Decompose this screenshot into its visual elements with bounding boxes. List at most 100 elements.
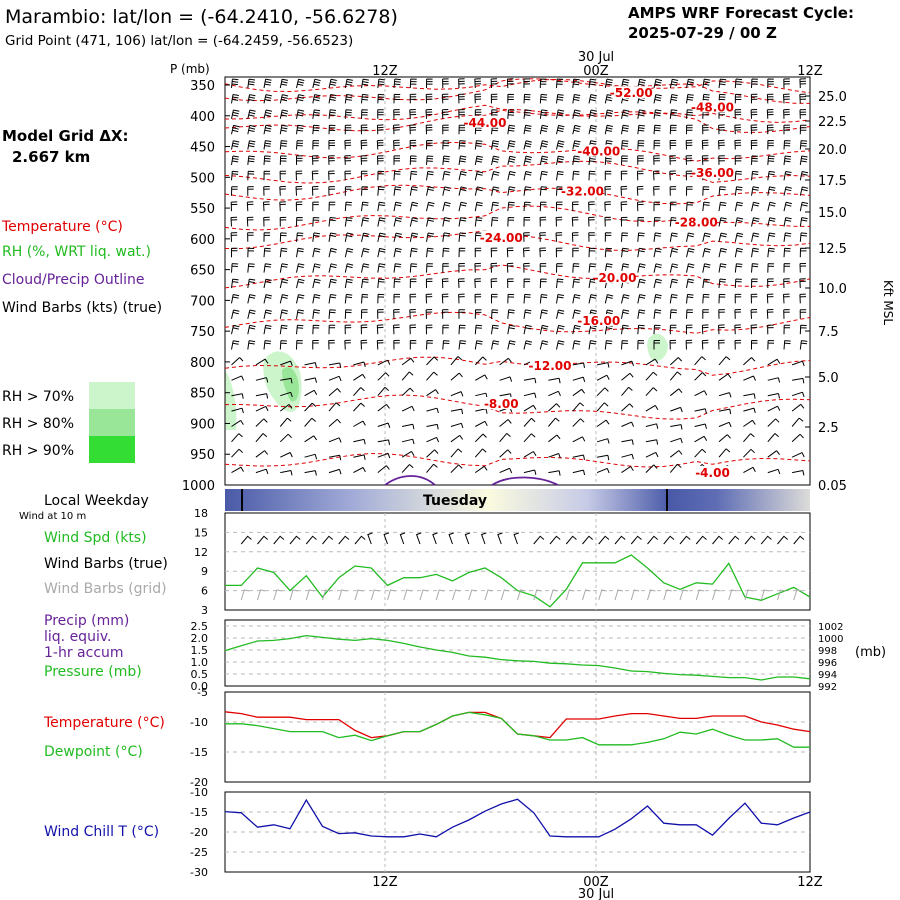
wind-barb [621, 232, 629, 242]
wind-barb [409, 232, 419, 242]
wind-barb [279, 124, 288, 135]
cycle-time: 2025-07-29 / 00 Z [628, 24, 777, 42]
contour-label-bg [530, 358, 570, 371]
wind-barb [556, 170, 564, 181]
panel-tick-label: -10 [190, 786, 208, 799]
wind-barb [767, 358, 781, 366]
wind-barb [523, 278, 531, 289]
wind-barb [409, 170, 418, 181]
wind-barb [702, 124, 709, 135]
wind-barb [458, 124, 466, 135]
wind-barb [247, 109, 256, 119]
wind-barb [718, 434, 731, 443]
wind-barb [296, 232, 304, 242]
wind-barb [621, 324, 629, 335]
wind-barb [393, 155, 400, 165]
wind-barb [653, 247, 662, 258]
wind-barb [296, 140, 304, 150]
wind-barb [783, 263, 791, 273]
cloud-outline-path [491, 476, 559, 486]
wind-barb [442, 186, 451, 196]
wind-barb [783, 124, 791, 135]
wind-barb [653, 140, 661, 150]
wind-barb-true [793, 535, 805, 545]
contour-label: -28.00 [675, 215, 718, 229]
wind-barb [475, 408, 488, 414]
wind-barb [409, 263, 418, 273]
wind-barb [393, 201, 402, 212]
wind-barb [539, 93, 548, 104]
wind-barb [669, 463, 682, 473]
wind-barb-true [289, 535, 301, 545]
legend-wind-spd: Wind Spd (kts) [44, 530, 147, 546]
wind-barb [458, 171, 467, 181]
wind-barb [767, 140, 774, 150]
wind-barb [328, 294, 337, 304]
pressure-tick-label: 900 [190, 417, 215, 432]
wind-barb [279, 404, 293, 412]
wind-barb [458, 324, 466, 335]
wind-barb [523, 340, 533, 350]
bottom-time-axis: 12Z 00Z 12Z 30 Jul [372, 875, 823, 900]
wind-barb [572, 294, 581, 304]
wind-barb [231, 109, 240, 119]
wind-barb [637, 324, 645, 335]
wind-barb [766, 109, 774, 119]
wind-barb [499, 449, 512, 458]
wind-barb [637, 201, 644, 212]
wind-barb [304, 435, 318, 443]
wind-barb [766, 309, 774, 319]
wind-barb [734, 247, 743, 258]
wind-barb [328, 94, 337, 104]
wind-barb [311, 170, 319, 181]
wind-barb [734, 339, 742, 350]
wind-barb [539, 155, 549, 166]
wind-barb [426, 201, 435, 212]
wind-barb [279, 155, 287, 165]
wind-barb [653, 94, 662, 104]
wind-barb [718, 155, 725, 165]
temperature-contour [224, 452, 811, 468]
wind-barb [426, 263, 433, 273]
wind-barb [279, 433, 292, 443]
rh-region [647, 333, 668, 362]
cross-section-wind-barbs [230, 78, 809, 476]
temperature-contour [224, 356, 811, 376]
wind-barb-grid [322, 589, 331, 601]
legend-rh70-label: RH > 70% [2, 389, 74, 405]
wind-barb [312, 278, 321, 289]
pressure-line [224, 634, 811, 681]
wind-barb [393, 139, 400, 150]
wind-barb [767, 247, 775, 258]
wind-barb [523, 262, 530, 273]
wind-barb [702, 263, 711, 273]
wind-barb [426, 155, 434, 165]
wind-barb [556, 140, 565, 150]
wind-barb [409, 155, 417, 165]
wind-barb [783, 78, 790, 89]
wind-barb [425, 309, 433, 319]
wind-barb [669, 109, 678, 119]
contour-label: -20.00 [594, 271, 637, 285]
wind-barb [401, 357, 415, 366]
wind-barb-grid [712, 589, 721, 601]
wind-barb [686, 78, 695, 89]
wind-barb [686, 248, 695, 258]
pressure-tick-label: 700 [190, 294, 215, 309]
wind-barb [799, 232, 808, 242]
wind-barb [279, 417, 292, 427]
wind-barb [450, 464, 463, 473]
wind-barb-true [614, 535, 626, 545]
wind-barb [231, 433, 243, 443]
wind-barb [734, 139, 742, 150]
wind-barb [458, 186, 468, 196]
wind-barb-grid [257, 589, 266, 601]
wind-barb-grid [354, 589, 364, 601]
wind-barb-grid [452, 589, 461, 601]
wind-barb [766, 293, 774, 304]
wind-barb [572, 324, 581, 335]
wind-barb [621, 124, 629, 135]
wind-barb-grid [679, 589, 689, 601]
wind-barb [734, 78, 743, 89]
panel-tick-label: -15 [190, 746, 208, 759]
